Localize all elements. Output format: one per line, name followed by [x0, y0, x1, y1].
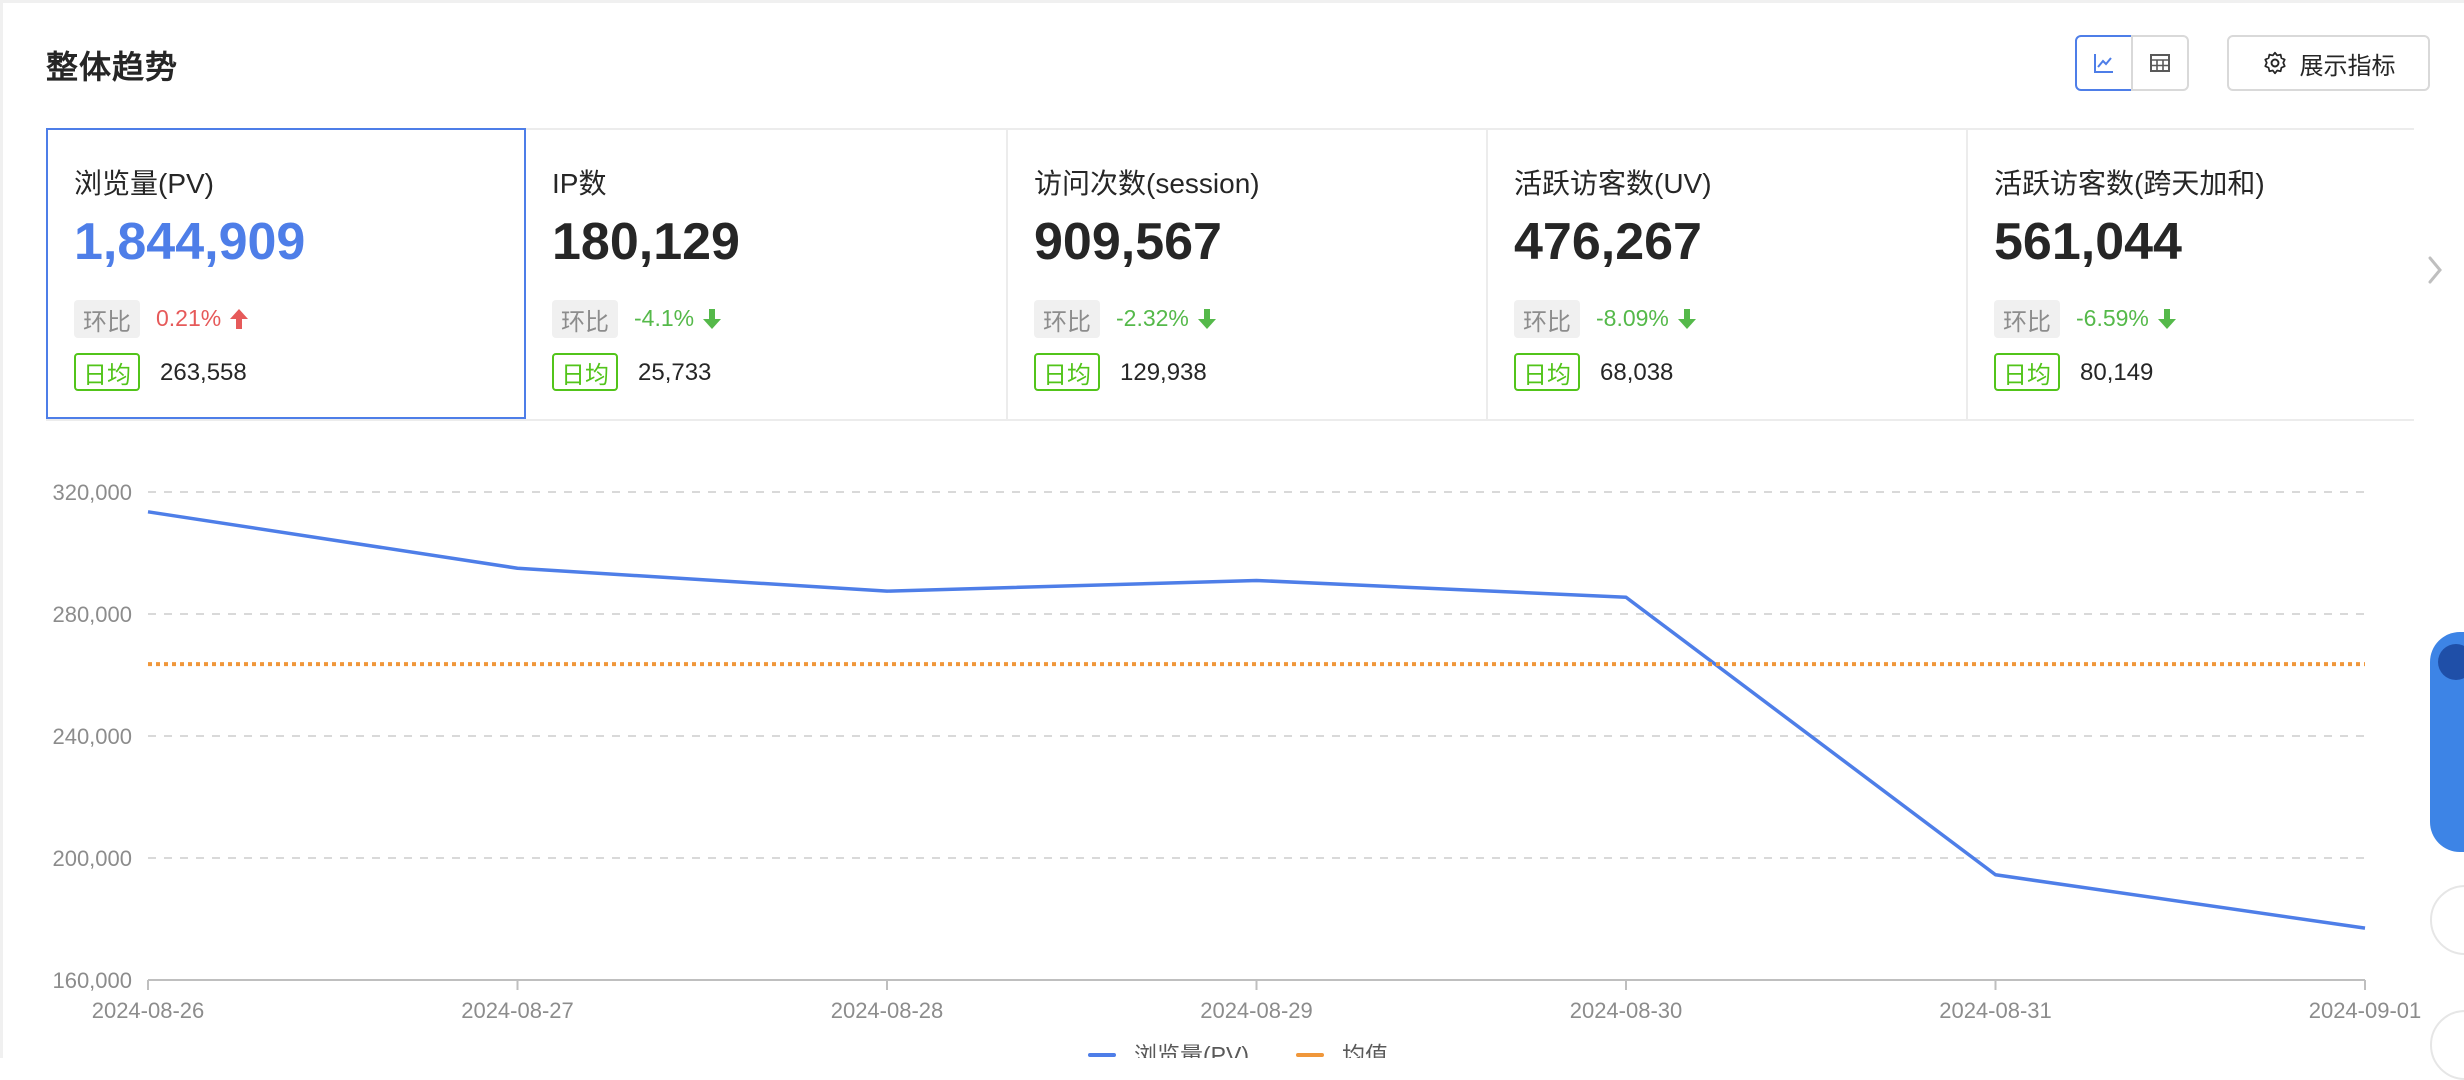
daily-avg-value: 68,038	[1600, 359, 1674, 386]
assistant-icon	[2438, 644, 2464, 680]
y-tick-label: 320,000	[52, 480, 132, 505]
mom-tag: 环比	[1994, 300, 2060, 338]
x-axis: 2024-08-26 2024-08-27 2024-08-28 2024-08-29…	[92, 980, 2422, 1023]
metric-card-uv[interactable]: 活跃访客数(UV) 476,267 环比 -8.09% 日均 68,038	[1486, 130, 1966, 419]
metric-name: 浏览量(PV)	[74, 168, 215, 199]
x-tick-label: 2024-08-31	[1939, 998, 2052, 1023]
mom-tag: 环比	[1034, 300, 1100, 338]
mom-value: 0.21%	[156, 305, 249, 332]
mom-percent: 0.21%	[156, 305, 222, 331]
daily-avg-tag: 日均	[74, 353, 140, 391]
chart-legend[interactable]: 浏览量(PV) 均值	[1088, 1042, 1388, 1058]
y-tick-label: 280,000	[52, 602, 132, 627]
gear-icon	[2263, 51, 2286, 75]
y-axis: 160,000 200,000 240,000 280,000 320,000	[52, 480, 132, 993]
mom-tag: 环比	[552, 300, 618, 338]
daily-avg-value: 129,938	[1120, 359, 1207, 386]
metric-card-ip[interactable]: IP数 180,129 环比 -4.1% 日均 25,733	[526, 130, 1006, 419]
metric-name: 访问次数(session)	[1034, 168, 1260, 199]
floating-assistant-tab[interactable]	[2430, 632, 2464, 852]
daily-avg-value: 263,558	[160, 359, 247, 386]
metric-card-session[interactable]: 访问次数(session) 909,567 环比 -2.32% 日均 129,9…	[1006, 130, 1486, 419]
mom-percent: -6.59%	[2076, 305, 2149, 331]
show-metrics-label: 展示指标	[2299, 52, 2396, 80]
x-tick-label: 2024-08-29	[1200, 998, 1313, 1023]
x-tick-label: 2024-08-26	[92, 998, 205, 1023]
arrow-down-icon	[1197, 308, 1216, 329]
chart-view-button[interactable]	[2075, 35, 2133, 91]
chevron-right-icon[interactable]	[2424, 250, 2448, 290]
y-tick-label: 240,000	[52, 724, 132, 749]
arrow-down-icon	[1677, 308, 1696, 329]
x-tick-label: 2024-08-28	[831, 998, 944, 1023]
mom-value: -4.1%	[634, 305, 722, 332]
mom-percent: -4.1%	[634, 305, 695, 331]
view-toggle	[2075, 35, 2189, 91]
metric-value: 476,267	[1514, 213, 1702, 271]
y-tick-label: 160,000	[52, 968, 132, 993]
metric-card-pv[interactable]: 浏览量(PV) 1,844,909 环比 0.21% 日均 263,558	[46, 128, 526, 419]
metric-value: 1,844,909	[74, 213, 306, 271]
table-view-button[interactable]	[2131, 35, 2189, 91]
metric-name: 活跃访客数(跨天加和)	[1994, 168, 2265, 199]
mom-tag: 环比	[1514, 300, 1580, 338]
daily-avg-tag: 日均	[1994, 353, 2060, 391]
chart-series	[147, 510, 2366, 930]
metric-value: 909,567	[1034, 213, 1222, 271]
metric-name: 活跃访客数(UV)	[1514, 168, 1712, 199]
mom-percent: -2.32%	[1116, 305, 1189, 331]
arrow-down-icon	[2157, 308, 2176, 329]
mom-tag: 环比	[74, 300, 140, 338]
metric-value: 561,044	[1994, 213, 2182, 271]
metric-cards: 浏览量(PV) 1,844,909 环比 0.21% 日均 263,558 IP…	[46, 128, 2414, 421]
mom-value: -8.09%	[1596, 305, 1697, 332]
pv-series-line	[147, 510, 2366, 930]
chart-grid	[148, 491, 2365, 859]
arrow-up-icon	[230, 308, 249, 329]
daily-avg-value: 80,149	[2080, 359, 2154, 386]
trend-chart: 160,000 200,000 240,000 280,000 320,000 2024…	[52, 480, 2422, 1058]
mom-value: -2.32%	[1116, 305, 1217, 332]
table-icon	[2150, 54, 2170, 72]
line-chart-icon	[2094, 54, 2113, 73]
legend-item-label[interactable]: 浏览量(PV)	[1134, 1042, 1249, 1058]
x-tick-label: 2024-08-30	[1570, 998, 1683, 1023]
metric-value: 180,129	[552, 213, 740, 271]
x-tick-label: 2024-08-27	[461, 998, 574, 1023]
mom-value: -6.59%	[2076, 305, 2177, 332]
show-metrics-button[interactable]: 展示指标	[2227, 35, 2430, 91]
panel-frame	[0, 0, 2464, 1058]
daily-avg-tag: 日均	[1514, 353, 1580, 391]
legend-item-label[interactable]: 均值	[1342, 1042, 1388, 1058]
daily-avg-tag: 日均	[1034, 353, 1100, 391]
page-title: 整体趋势	[46, 49, 179, 85]
arrow-down-icon	[703, 308, 722, 329]
mom-percent: -8.09%	[1596, 305, 1669, 331]
metric-card-uv-cross-day[interactable]: 活跃访客数(跨天加和) 561,044 环比 -6.59% 日均 80,149	[1966, 130, 2446, 419]
metric-name: IP数	[552, 168, 607, 199]
x-tick-label: 2024-09-01	[2309, 998, 2422, 1023]
y-tick-label: 200,000	[52, 846, 132, 871]
daily-avg-tag: 日均	[552, 353, 618, 391]
daily-avg-value: 25,733	[638, 359, 712, 386]
